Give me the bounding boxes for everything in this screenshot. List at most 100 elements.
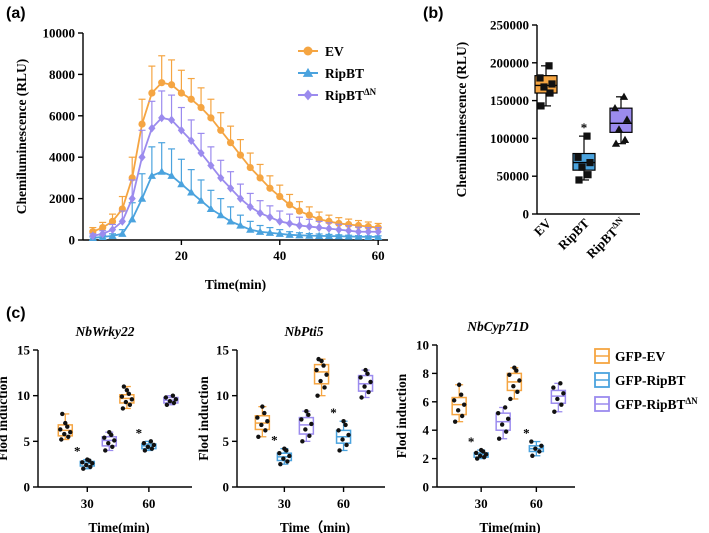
data-point [343,422,348,428]
data-point [206,204,216,213]
y-tick-label: 100000 [490,131,529,146]
data-point [345,226,353,236]
data-point [300,439,305,444]
data-point [374,227,382,237]
data-point [335,219,343,228]
y-tick-label: 10 [416,338,429,353]
data-point [304,408,309,414]
data-point [66,434,71,439]
data-point [295,207,304,215]
data-point [85,457,90,462]
data-point [103,448,108,453]
data-point [507,372,512,378]
data-point [99,223,107,232]
significance-star: * [136,425,143,440]
data-point [226,139,235,147]
y-axis-label: Flod induction [196,376,211,461]
data-point [246,163,254,172]
y-tick-label: 0 [24,480,31,495]
data-point [126,391,132,397]
data-point [539,443,544,449]
data-point [374,232,383,240]
data-point [217,126,225,134]
data-point [216,211,225,219]
data-point [281,456,286,461]
data-point [359,395,364,400]
data-point [505,416,511,422]
data-point [354,227,363,237]
y-tick-label: 8 [423,366,430,381]
data-point [340,437,345,442]
data-point [295,231,304,239]
legend-label: GFP-RipBTΔN [615,396,698,412]
data-point [285,230,294,238]
data-point [259,422,264,428]
series-RipBTΔN [89,90,382,241]
data-point [187,95,195,103]
x-axis-label: Time(min) [479,520,540,533]
x-tick-label: 60 [372,248,385,263]
data-point [226,183,235,193]
data-point [128,215,137,223]
x-axis-label: Time（min) [280,520,350,533]
data-point [177,179,186,188]
data-point [315,223,323,232]
data-point [110,444,115,450]
data-point [540,83,548,91]
legend-label: EV [325,44,344,59]
x-tick-label: EV [531,215,555,239]
data-point [295,221,304,230]
y-tick-label: 0 [423,480,430,495]
data-point [315,393,320,398]
data-point [148,123,156,133]
data-point [455,408,461,413]
data-point [123,399,129,405]
data-point [88,464,93,470]
significance-star: * [523,426,530,441]
data-point [552,409,557,414]
y-tick-label: 8000 [49,67,75,82]
data-point [337,448,342,453]
data-point [305,211,313,219]
chart-a-line: 0 2000 4000 6000 8000 10000 20 40 60 Time(min) Che… [14,26,388,292]
data-point [461,402,467,407]
y-tick-label: 250000 [490,18,529,33]
y-tick-label: 10000 [43,26,76,41]
data-point [551,385,556,390]
data-point [80,460,85,465]
data-point [124,387,130,393]
data-point [574,153,582,161]
data-point [62,431,67,437]
y-tick-label: 200000 [490,55,529,70]
data-point [63,420,68,426]
box-RipBTΔN-30 [101,430,118,453]
data-point [474,456,480,461]
data-point [118,217,126,226]
data-point [354,232,363,240]
y-tick-label: 15 [17,343,31,358]
data-point [503,429,509,434]
data-point [236,151,245,159]
legend-marker [303,89,313,101]
data-point [341,419,346,424]
data-point [483,452,489,457]
box-EV-30 [254,404,271,439]
significance-star: * [468,434,475,449]
data-point [246,202,254,212]
box-EV-30 [57,411,74,442]
series-EV [89,55,382,236]
data-point [164,402,170,407]
y-tick-label: 6000 [49,108,75,123]
data-point [187,136,195,145]
data-point [458,392,464,397]
data-point [548,80,556,88]
data-point [303,427,308,432]
data-point [276,192,284,201]
data-point [365,371,370,376]
y-tick-label: 5 [223,434,230,449]
y-tick-label: 2 [423,451,430,466]
box-RipBTΔN-30 [495,405,511,441]
box-RipBTΔN-60 [550,381,567,414]
box-RipBT-60: * [136,425,157,453]
data-point [157,167,166,175]
